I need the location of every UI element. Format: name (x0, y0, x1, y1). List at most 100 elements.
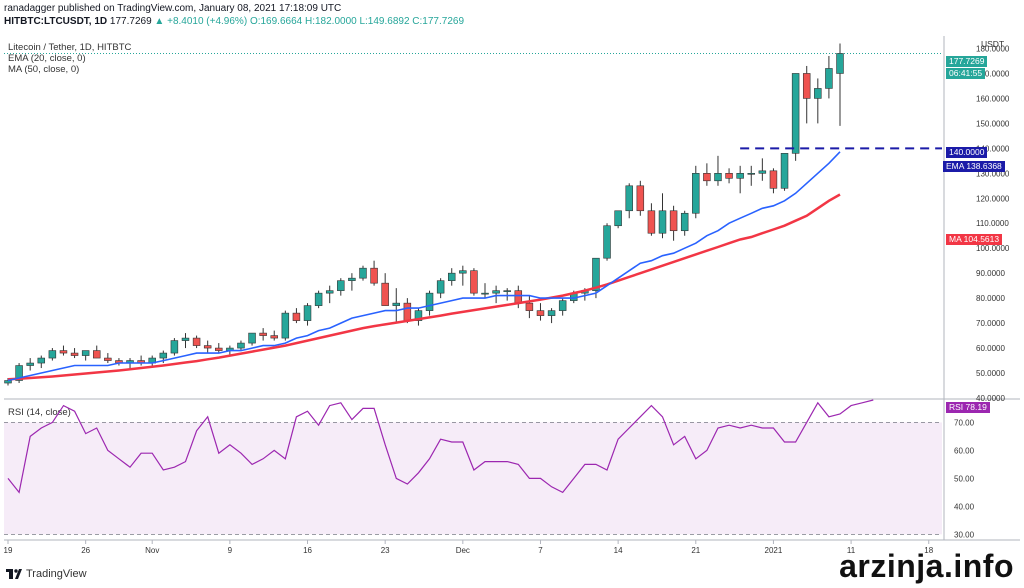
price-change: ▲ +8.4010 (+4.96%) (154, 16, 248, 27)
price-tick-label: 50.0000 (976, 369, 1005, 378)
ema20-line (7, 151, 841, 382)
candle-body (725, 173, 733, 179)
candle-body (181, 337, 190, 341)
ma-legend[interactable]: MA (50, close, 0) (8, 64, 80, 75)
time-tick-label: 7 (538, 546, 543, 555)
candle-body (270, 335, 278, 339)
candle-body (836, 53, 844, 74)
candle-body (780, 153, 789, 189)
tradingview-icon (6, 569, 22, 579)
candle-body (636, 185, 645, 212)
candle-body (658, 210, 667, 234)
ema-legend[interactable]: EMA (20, close, 0) (8, 53, 86, 64)
rsi-tag: RSI 78.19 (946, 402, 990, 413)
candle-body (669, 210, 678, 232)
rsi-legend[interactable]: RSI (14, close) (8, 407, 71, 418)
price-tick-label: 140.0000 (976, 144, 1010, 153)
candle-body (48, 350, 57, 359)
candle-body (703, 173, 711, 182)
candle-body (303, 305, 312, 321)
ema-tag: EMA 138.6368 (943, 161, 1005, 172)
candle-body (392, 302, 401, 306)
watermark: arzinja.info (839, 548, 1014, 584)
time-tick-label: 18 (924, 546, 933, 555)
ma50-line (7, 193, 841, 381)
candle-body (791, 73, 800, 154)
candle-body (525, 302, 534, 311)
ema-tag-value: 138.6368 (966, 161, 1002, 171)
countdown-tag: 06:41:55 (946, 68, 986, 79)
candle-body (26, 362, 34, 366)
candle-body (203, 345, 212, 349)
candle-body (769, 170, 778, 189)
rsi-tick-label: 40.00 (954, 502, 975, 511)
price-tick-label: 70.0000 (976, 319, 1005, 328)
candle-body (802, 73, 811, 99)
candle-body (325, 290, 334, 294)
rsi-tick-label: 70.00 (954, 418, 975, 427)
candle-body (159, 352, 168, 359)
candle-body (292, 312, 301, 321)
candle-body (4, 380, 12, 384)
candle-body (747, 173, 755, 175)
time-tick-label: 11 (847, 546, 856, 555)
price-tick-label: 100.0000 (976, 244, 1010, 253)
time-tick-label: 9 (228, 546, 233, 555)
time-tick-label: Dec (456, 546, 470, 555)
last-price-tag: 177.7269 (946, 56, 988, 67)
candle-body (680, 212, 689, 232)
candle-body (758, 170, 767, 174)
time-tick-label: 26 (81, 546, 90, 555)
price-tick-label: 110.0000 (976, 219, 1009, 228)
candle-body (170, 340, 179, 354)
candle-body (104, 357, 112, 361)
candle-body (370, 267, 378, 284)
candle-body (259, 332, 267, 336)
candle-body (592, 257, 600, 291)
candle-body (215, 347, 223, 351)
candle-body (503, 290, 511, 292)
currency-label: USDT (981, 39, 1005, 49)
price-tick-label: 170.0000 (976, 69, 1010, 78)
candle-body (337, 280, 345, 291)
chart-title[interactable]: Litecoin / Tether, 1D, HITBTC (8, 42, 132, 53)
candle-body (359, 267, 367, 279)
symbol-ohlc-line: HITBTC:LTCUSDT, 1D 177.7269 ▲ +8.4010 (+… (4, 16, 464, 27)
candle-body (425, 292, 434, 311)
rsi-tag-label: RSI (949, 402, 964, 412)
candle-body (514, 290, 523, 304)
candle-body (314, 292, 323, 306)
ma-tag-value: 104.5613 (963, 234, 1000, 244)
rsi-tick-label: 30.00 (954, 530, 975, 539)
price-tick-label: 130.0000 (976, 169, 1010, 178)
rsi-tick-label: 60.00 (954, 446, 975, 455)
candle-body (492, 290, 500, 294)
tradingview-logo[interactable]: TradingView (6, 568, 87, 580)
time-tick-label: 21 (691, 546, 700, 555)
candle-body (15, 365, 23, 381)
price-tick-label: 60.0000 (976, 344, 1005, 353)
ohlc-values: O:169.6664 H:182.0000 L:149.6892 C:177.7… (249, 16, 465, 27)
candle-body (414, 310, 423, 321)
main-pane-legend: Litecoin / Tether, 1D, HITBTC EMA (20, c… (8, 42, 131, 75)
candle-body (714, 173, 722, 182)
candle-body (81, 350, 90, 356)
time-tick-label: 23 (381, 546, 390, 555)
candle-body (348, 277, 356, 281)
symbol-name: HITBTC:LTCUSDT, 1D (4, 16, 108, 27)
price-tick-label: 160.0000 (976, 94, 1010, 103)
candle-body (558, 300, 567, 311)
time-tick-label: 16 (303, 546, 312, 555)
candle-body (614, 210, 622, 227)
candle-body (281, 312, 290, 339)
candle-body (536, 310, 545, 316)
candle-body (481, 292, 489, 295)
candle-body (436, 280, 445, 294)
price-tick-label: 150.0000 (976, 119, 1010, 128)
rsi-tick-label: 50.00 (954, 474, 975, 483)
candle-body (70, 352, 79, 356)
candle-body (814, 88, 822, 99)
candle-body (459, 270, 467, 274)
time-tick-label: 2021 (765, 546, 783, 555)
